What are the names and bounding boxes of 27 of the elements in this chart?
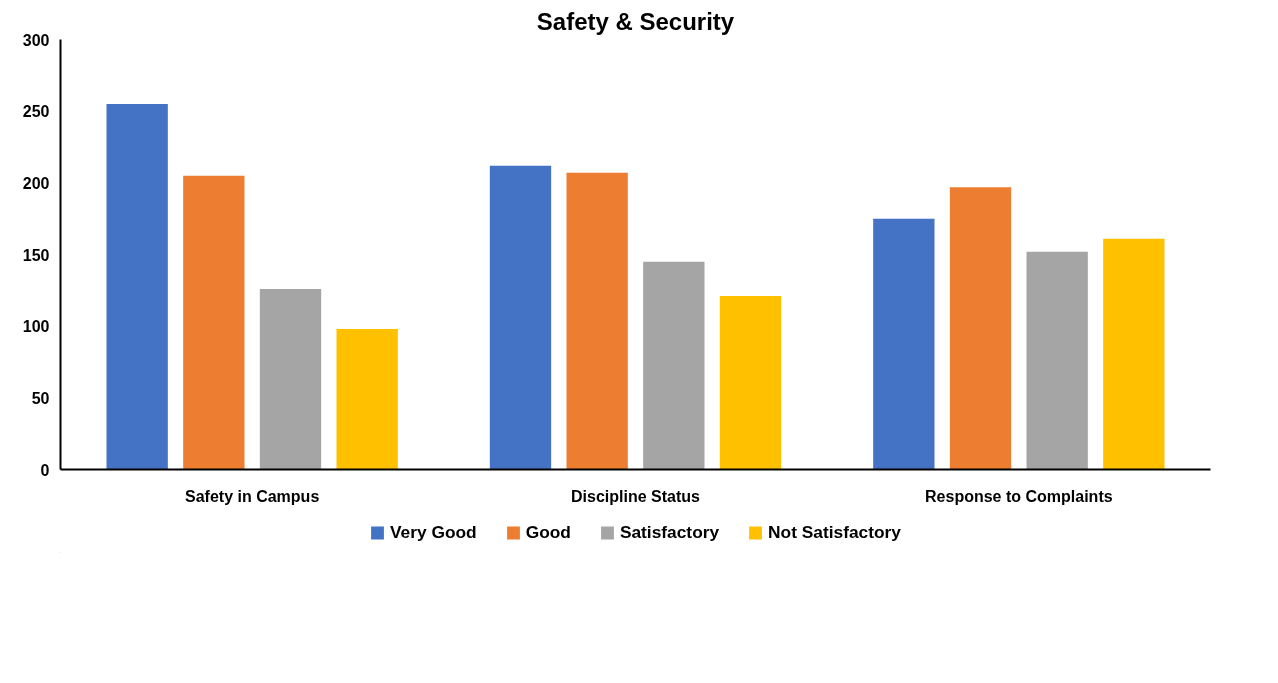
legend-label: Not Satisfactory [768, 521, 901, 543]
x-tick-label: Safety in Campus [185, 487, 320, 505]
bar [259, 288, 322, 470]
y-tick-label: 0 [40, 461, 50, 479]
bar [183, 175, 245, 470]
y-tick-label: 200 [22, 174, 50, 192]
legend-label: Good [525, 521, 571, 543]
bar [489, 165, 552, 470]
y-tick-label: 50 [31, 389, 50, 407]
bar [643, 261, 705, 470]
chart-title: Safety & Security [536, 7, 735, 35]
x-tick-label: Response to Complaints [925, 487, 1113, 505]
bar [873, 218, 935, 470]
y-tick-label: 300 [22, 31, 50, 49]
bar [1026, 251, 1088, 470]
bar [1103, 238, 1165, 470]
y-tick-label: 100 [22, 318, 50, 336]
legend-label: Satisfactory [619, 521, 720, 543]
bar [949, 187, 1012, 470]
bar [566, 172, 628, 470]
legend-label: Very Good [390, 521, 477, 543]
y-tick-label: 250 [22, 103, 50, 121]
bar [336, 329, 398, 470]
bar [106, 104, 168, 470]
x-tick-label: Discipline Status [571, 487, 701, 505]
bar [719, 296, 782, 470]
y-tick-label: 150 [22, 246, 50, 264]
